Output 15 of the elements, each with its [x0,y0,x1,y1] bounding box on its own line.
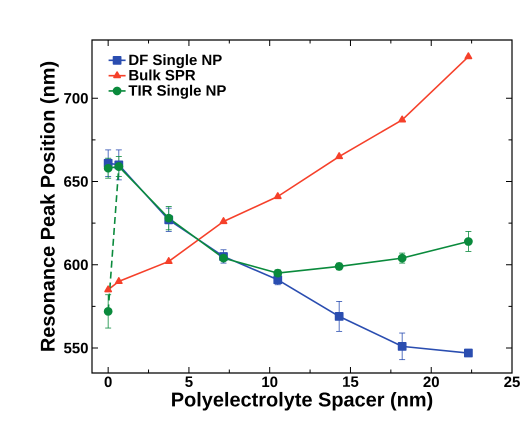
legend-label: DF Single NP [129,54,222,68]
legend-label: Bulk SPR [129,69,196,80]
x-tick-label: 15 [343,376,358,387]
y-tick-label: 550 [64,342,88,354]
y-tick-label: 700 [64,92,88,104]
x-tick-label: 20 [423,376,439,388]
y-tick-label: 650 [64,176,88,187]
x-tick-label: 25 [504,376,520,388]
y-tick-label: 600 [64,259,88,270]
x-tick-label: 5 [185,376,193,387]
y-axis-title: Resonance Peak Position (nm) [40,62,59,351]
x-axis-title: Polyelectrolyte Spacer (nm) [172,392,432,411]
legend-label: TIR Single NP [128,84,226,99]
x-tick-label: 0 [104,376,112,388]
x-tick-label: 10 [262,376,278,388]
